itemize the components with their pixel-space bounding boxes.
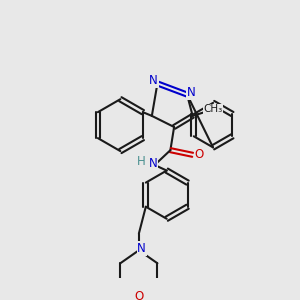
Text: O: O — [194, 148, 204, 161]
Text: N: N — [186, 86, 195, 99]
Text: N: N — [149, 74, 158, 87]
Text: CH₃: CH₃ — [203, 104, 223, 114]
Text: N: N — [148, 157, 157, 170]
Text: N: N — [137, 242, 146, 255]
Text: O: O — [134, 290, 143, 300]
Text: H: H — [137, 155, 146, 168]
